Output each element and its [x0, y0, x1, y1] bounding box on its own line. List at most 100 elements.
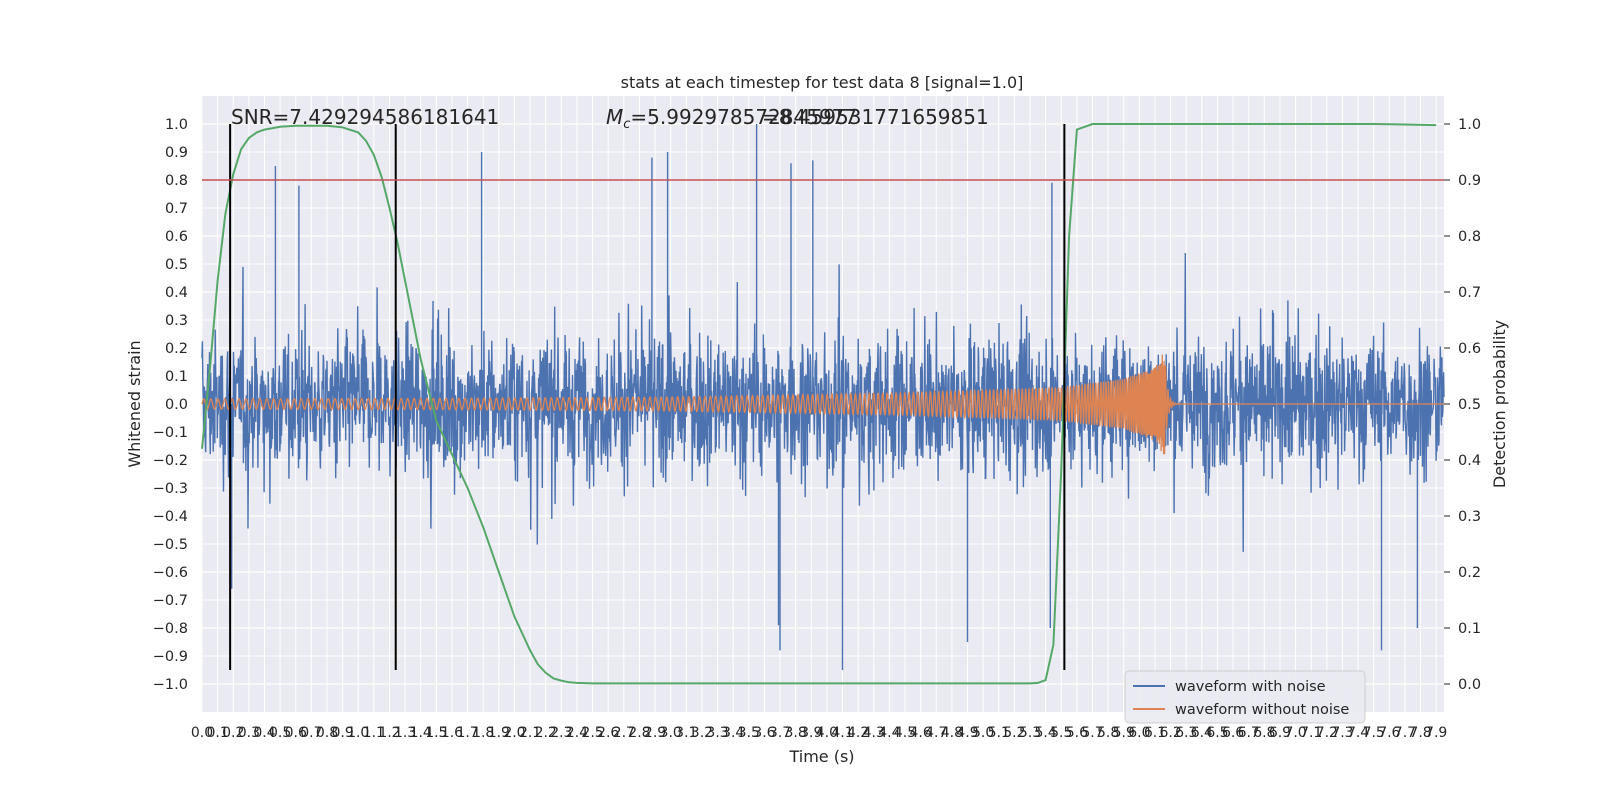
y-tick-label-left: 0.4 — [165, 285, 188, 301]
chirp-mass-annotation: Mc=5.992978572845977 — [606, 105, 857, 132]
x-tick-label: 2.4 — [566, 725, 588, 741]
x-tick-label: 7.4 — [1347, 725, 1369, 741]
x-axis: 0.00.10.20.30.40.50.60.70.80.91.01.11.21… — [191, 725, 1447, 741]
x-tick-label: 2.8 — [628, 725, 650, 741]
y-tick-label-left: −0.9 — [153, 649, 188, 665]
x-tick-label: 0.7 — [300, 725, 322, 741]
x-tick-label: 5.2 — [1003, 725, 1025, 741]
x-tick-label: 7.5 — [1363, 725, 1385, 741]
x-tick-label: 1.6 — [441, 725, 463, 741]
x-tick-label: 5.6 — [1066, 725, 1088, 741]
legend: waveform with noise waveform without noi… — [1124, 670, 1366, 724]
series-waveform-without-noise — [201, 354, 1444, 455]
y-tick-label-left: −0.5 — [153, 537, 188, 553]
x-tick-label: 6.3 — [1175, 725, 1197, 741]
y-tick-label-right: 0.3 — [1458, 509, 1481, 525]
x-tick-label: 0.2 — [222, 725, 244, 741]
x-tick-label: 4.1 — [831, 725, 853, 741]
y-tick-label-left: 0.2 — [165, 341, 188, 357]
x-tick-label: 0.5 — [269, 725, 291, 741]
y-tick-label-left: 0.3 — [165, 313, 188, 329]
x-tick-label: 1.7 — [456, 725, 478, 741]
x-tick-label: 0.4 — [253, 725, 275, 741]
x-tick-label: 3.4 — [722, 725, 744, 741]
x-tick-label: 2.5 — [581, 725, 603, 741]
snr-annotation: SNR=7.429294586181641 — [231, 105, 499, 129]
x-tick-label: 3.1 — [675, 725, 697, 741]
x-tick-label: 5.8 — [1097, 725, 1119, 741]
x-tick-label: 3.9 — [800, 725, 822, 741]
x-tick-label: 5.9 — [1113, 725, 1135, 741]
y-tick-label-left: 0.8 — [165, 173, 188, 189]
y-tick-label-left: −0.2 — [153, 453, 188, 469]
y-tick-label-left: 1.0 — [165, 117, 188, 133]
x-tick-label: 1.3 — [394, 725, 416, 741]
y-tick-label-left: −0.1 — [153, 425, 188, 441]
x-tick-label: 1.0 — [347, 725, 369, 741]
chart-title: stats at each timestep for test data 8 [… — [621, 73, 1024, 92]
x-tick-label: 2.9 — [644, 725, 666, 741]
y-tick-label-right: 0.6 — [1458, 341, 1481, 357]
y-tick-label-left: −0.4 — [153, 509, 188, 525]
x-tick-label: 3.2 — [691, 725, 713, 741]
x-tick-label: 7.8 — [1409, 725, 1431, 741]
noise-trace — [201, 124, 1445, 670]
x-tick-label: 6.9 — [1269, 725, 1291, 741]
x-tick-label: 4.6 — [910, 725, 932, 741]
y-axis-label-right: Detection probability — [1490, 320, 1509, 488]
x-tick-label: 5.1 — [988, 725, 1010, 741]
x-tick-label: 4.0 — [816, 725, 838, 741]
y-tick-label-right: 0.5 — [1458, 397, 1481, 413]
y-tick-label-left: 0.1 — [165, 369, 188, 385]
x-tick-label: 2.7 — [613, 725, 635, 741]
x-tick-label: 0.1 — [206, 725, 228, 741]
y-tick-label-left: 0.6 — [165, 229, 188, 245]
x-tick-label: 1.8 — [472, 725, 494, 741]
x-tick-label: 6.1 — [1144, 725, 1166, 741]
overlap-annotation: =8.459531771659851 — [762, 105, 989, 129]
x-tick-label: 4.5 — [894, 725, 916, 741]
x-tick-label: 7.9 — [1425, 725, 1447, 741]
x-tick-label: 1.4 — [410, 725, 432, 741]
probability-trace — [201, 123, 1437, 685]
x-tick-label: 2.2 — [535, 725, 557, 741]
x-tick-label: 6.7 — [1238, 725, 1260, 741]
y-tick-label-left: 0.5 — [165, 257, 188, 273]
y-tick-label-right: 0.4 — [1458, 453, 1481, 469]
y-axis-label-left: Whitened strain — [125, 340, 144, 467]
y-tick-label-left: −1.0 — [153, 677, 188, 693]
y-tick-label-right: 0.8 — [1458, 229, 1481, 245]
y-tick-label-left: 0.7 — [165, 201, 188, 217]
x-tick-label: 0.0 — [191, 725, 213, 741]
x-tick-label: 5.3 — [1019, 725, 1041, 741]
y-tick-label-left: −0.3 — [153, 481, 188, 497]
y-tick-label-left: −0.6 — [153, 565, 188, 581]
x-tick-label: 0.9 — [331, 725, 353, 741]
x-tick-label: 2.1 — [519, 725, 541, 741]
y-tick-label-left: −0.7 — [153, 593, 188, 609]
series-waveform-with-noise — [201, 124, 1445, 670]
y-tick-label-left: 0.0 — [165, 397, 188, 413]
x-tick-label: 5.7 — [1081, 725, 1103, 741]
legend-label-noise: waveform with noise — [1175, 679, 1326, 695]
x-tick-label: 3.5 — [738, 725, 760, 741]
y-axis-right: 0.0 0.1 0.2 0.3 0.4 0.5 0.6 0.7 0.8 0.9 1.0 — [1444, 117, 1481, 693]
x-tick-label: 7.7 — [1394, 725, 1416, 741]
x-tick-label: 3.0 — [660, 725, 682, 741]
x-tick-label: 4.3 — [863, 725, 885, 741]
x-tick-label: 6.2 — [1159, 725, 1181, 741]
x-tick-label: 6.8 — [1253, 725, 1275, 741]
x-tick-label: 7.0 — [1284, 725, 1306, 741]
x-tick-label: 6.4 — [1191, 725, 1213, 741]
x-tick-label: 2.3 — [550, 725, 572, 741]
x-tick-label: 4.8 — [941, 725, 963, 741]
legend-label-clean: waveform without noise — [1175, 702, 1349, 718]
y-tick-label-left: −0.8 — [153, 621, 188, 637]
y-tick-label-right: 0.0 — [1458, 677, 1481, 693]
x-tick-label: 4.4 — [878, 725, 900, 741]
x-tick-label: 1.2 — [378, 725, 400, 741]
x-tick-label: 1.1 — [363, 725, 385, 741]
y-tick-label-right: 0.9 — [1458, 173, 1481, 189]
x-tick-label: 3.7 — [769, 725, 791, 741]
